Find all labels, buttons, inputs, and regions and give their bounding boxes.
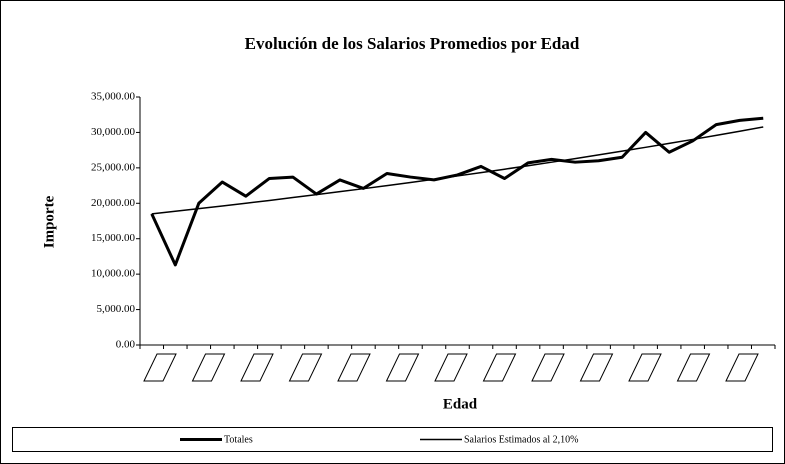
x-tick-glyph — [337, 353, 371, 382]
y-tick-label: 20,000.00 — [91, 197, 136, 209]
x-tick-glyph — [385, 353, 420, 382]
x-tick-glyph — [143, 353, 177, 382]
x-tick-glyph — [482, 353, 517, 382]
legend-label: Totales — [224, 434, 253, 445]
x-axis-title: Edad — [443, 396, 478, 412]
y-tick-label: 10,000.00 — [91, 268, 136, 280]
legend-box — [12, 427, 773, 452]
legend-label: Salarios Estimados al 2,10% — [464, 434, 578, 445]
x-tick-glyph — [240, 353, 274, 382]
y-tick-label: 35,000.00 — [91, 91, 136, 103]
series-line — [151, 126, 764, 215]
x-tick-glyph — [628, 353, 662, 382]
x-tick-glyph — [725, 353, 759, 382]
x-tick-glyph — [434, 353, 468, 382]
x-tick-glyph — [288, 353, 323, 382]
x-tick-glyph — [579, 353, 614, 382]
x-tick-glyph — [531, 353, 565, 382]
x-tick-glyph — [191, 353, 226, 382]
y-tick-label: 0.00 — [116, 339, 136, 351]
y-axis-title: Importe — [41, 195, 57, 248]
x-tick-glyph — [676, 353, 711, 382]
y-tick-label: 5,000.00 — [97, 303, 136, 315]
y-tick-label: 30,000.00 — [91, 126, 136, 138]
series-line — [150, 116, 764, 267]
y-tick-label: 25,000.00 — [91, 161, 136, 173]
chart-title: Evolución de los Salarios Promedios por … — [245, 34, 580, 53]
y-tick-label: 15,000.00 — [91, 232, 136, 244]
